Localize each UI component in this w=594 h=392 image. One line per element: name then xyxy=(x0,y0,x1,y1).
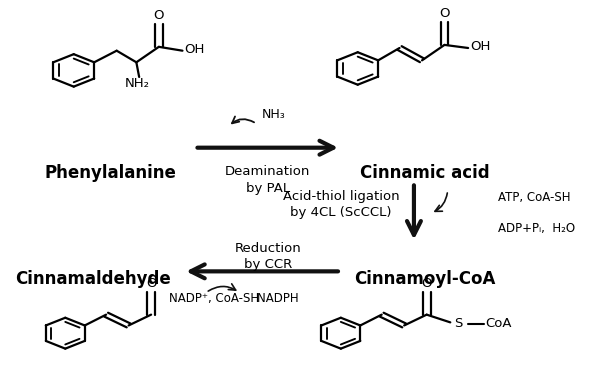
Text: NADPH: NADPH xyxy=(242,292,299,305)
Text: Cinnamic acid: Cinnamic acid xyxy=(361,164,490,182)
Text: by 4CL (ScCCL): by 4CL (ScCCL) xyxy=(290,206,391,219)
Text: O: O xyxy=(421,277,432,290)
Text: Acid-thiol ligation: Acid-thiol ligation xyxy=(283,191,399,203)
Text: CoA: CoA xyxy=(485,317,511,330)
Text: Cinnamaldehyde: Cinnamaldehyde xyxy=(15,270,171,288)
Text: ADP+Pᵢ,  H₂O: ADP+Pᵢ, H₂O xyxy=(498,222,576,235)
Text: NADP⁺, CoA-SH: NADP⁺, CoA-SH xyxy=(169,292,260,305)
Text: Reduction: Reduction xyxy=(235,242,301,255)
Text: by CCR: by CCR xyxy=(244,258,292,271)
Text: NH₃: NH₃ xyxy=(261,108,285,122)
Text: Deamination: Deamination xyxy=(225,165,311,178)
Text: O: O xyxy=(154,9,164,22)
Text: Cinnamoyl-CoA: Cinnamoyl-CoA xyxy=(355,270,496,288)
Text: NH₂: NH₂ xyxy=(125,77,150,90)
Text: OH: OH xyxy=(185,44,205,56)
Text: O: O xyxy=(146,277,156,290)
Text: Phenylalanine: Phenylalanine xyxy=(45,164,176,182)
Text: by PAL: by PAL xyxy=(246,182,290,195)
Text: OH: OH xyxy=(470,40,491,53)
Text: S: S xyxy=(454,317,463,330)
Text: O: O xyxy=(440,7,450,20)
Text: ATP, CoA-SH: ATP, CoA-SH xyxy=(498,191,571,205)
